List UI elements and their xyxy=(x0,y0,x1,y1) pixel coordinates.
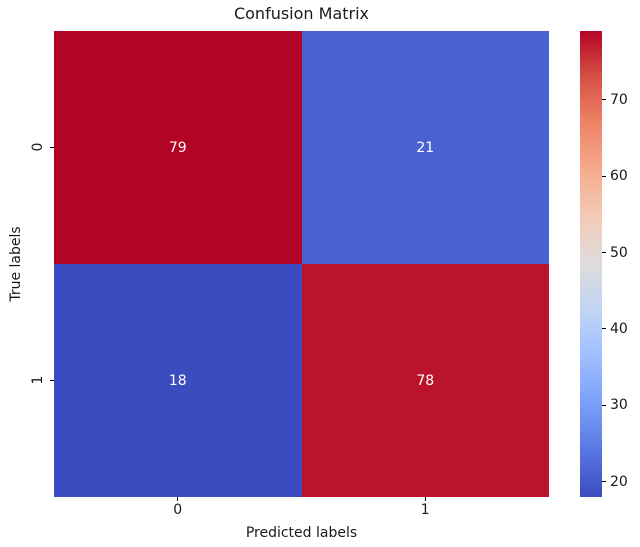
x-tick-mark-1 xyxy=(425,497,426,501)
y-tick-label-0: 0 xyxy=(30,142,46,152)
colorbar-tick-mark xyxy=(602,175,606,177)
colorbar-ticks: 20 30 40 50 60 70 xyxy=(602,31,640,497)
colorbar-tick-mark xyxy=(602,481,606,483)
heatmap-plot: 79 21 18 78 xyxy=(50,31,549,501)
colorbar-tick-label: 40 xyxy=(610,320,628,337)
x-axis-tick-labels: 0 1 xyxy=(54,502,549,518)
cell-annotation-1-0: 18 xyxy=(168,372,187,389)
y-tick-mark-1 xyxy=(50,380,54,381)
heatmap-cell-0-1: 21 xyxy=(301,31,549,264)
colorbar-tick-label: 70 xyxy=(610,91,628,108)
colorbar-tick-mark xyxy=(602,328,606,330)
heatmap-cell-1-1: 78 xyxy=(301,264,549,497)
heatmap-cell-0-0: 79 xyxy=(54,31,302,264)
cell-annotation-0-1: 21 xyxy=(416,139,435,156)
x-tick-label-0: 0 xyxy=(173,502,183,518)
y-tick-label-1: 1 xyxy=(30,375,46,385)
cell-annotation-0-0: 79 xyxy=(168,139,187,156)
colorbar-tick-mark xyxy=(602,99,606,101)
colorbar-tick-label: 50 xyxy=(610,244,628,261)
cell-annotation-1-1: 78 xyxy=(416,372,435,389)
colorbar-tick-mark xyxy=(602,252,606,254)
y-tick-mark-0 xyxy=(50,147,54,148)
colorbar-tick-label: 60 xyxy=(610,168,628,185)
x-tick-mark-0 xyxy=(177,497,178,501)
x-tick-label-1: 1 xyxy=(420,502,430,518)
colorbar-tick-mark xyxy=(602,404,606,406)
colorbar-tick-label: 30 xyxy=(610,397,628,414)
colorbar xyxy=(580,31,602,497)
chart-title: Confusion Matrix xyxy=(233,4,370,23)
y-axis-label: True labels xyxy=(8,226,24,302)
x-axis-label: Predicted labels xyxy=(245,525,358,541)
heatmap-cell-1-0: 18 xyxy=(54,264,302,497)
colorbar-tick-label: 20 xyxy=(610,473,628,490)
